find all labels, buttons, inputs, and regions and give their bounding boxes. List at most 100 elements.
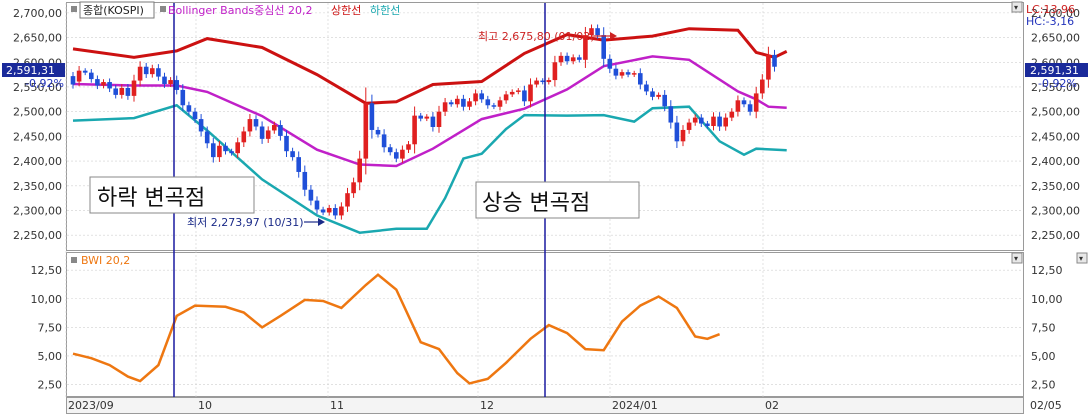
candle-body <box>82 70 88 73</box>
candle-body <box>699 117 704 124</box>
candle-body <box>284 135 289 152</box>
price-tick-left: 2,250,00 <box>13 229 62 242</box>
bwi-tick-left: 2,50 <box>38 379 63 392</box>
candle-body <box>753 93 759 112</box>
candle-body <box>247 119 253 132</box>
candle-body <box>119 87 125 95</box>
candle-body <box>674 122 680 142</box>
menu-arrow-icon: ▾ <box>1014 254 1018 263</box>
candle-body <box>278 125 283 136</box>
candle-body <box>747 104 753 112</box>
up-inflection-box <box>475 181 640 219</box>
candle-body <box>461 98 466 107</box>
candle-body <box>613 68 619 76</box>
x-tick-label: 02 <box>765 399 779 412</box>
price-tick-right: 2,300,00 <box>1031 204 1080 217</box>
candle-body <box>308 189 314 201</box>
price-tag-right <box>1025 63 1088 77</box>
candle-body <box>766 54 771 80</box>
price-tick-right: 2,650,00 <box>1031 32 1080 45</box>
candle-body <box>363 103 369 159</box>
candle-body <box>442 102 448 112</box>
lc-readout: LC:13,96 <box>1026 3 1075 16</box>
candle-body <box>351 182 356 194</box>
candle-body <box>552 62 558 81</box>
candle-body <box>290 151 295 158</box>
bwi-tick-right: 10,00 <box>1031 293 1063 306</box>
bwi-panel-menu-button[interactable] <box>1011 252 1023 264</box>
bwi-tick-left: 5,00 <box>38 350 63 363</box>
candle-body <box>509 91 515 95</box>
bwi-tick-right: 7,50 <box>1031 321 1056 334</box>
candle-body <box>528 84 533 102</box>
price-tick-right: 2,250,00 <box>1031 229 1080 242</box>
candle-body <box>168 80 173 85</box>
candle-body <box>467 101 472 107</box>
candle-body <box>174 80 179 90</box>
x-tick-label: 02/05 <box>1030 399 1062 412</box>
candle-body <box>314 200 320 210</box>
candle-body <box>357 158 362 183</box>
down-inflection-label: 하락 변곡점 <box>97 186 205 211</box>
candle-body <box>430 116 436 127</box>
candle-body <box>204 131 210 144</box>
candle-body <box>211 143 216 158</box>
max-annotation: 최고 2,675,80 (01/02) <box>478 30 595 43</box>
candle-body <box>601 35 606 59</box>
down-inflection-box <box>89 176 255 214</box>
price-tick-left: 2,400,00 <box>13 155 62 168</box>
candle-body <box>631 73 637 75</box>
candle-body <box>729 111 735 118</box>
min-annotation: 최저 2,273,97 (10/31) <box>187 216 304 229</box>
candle-body <box>668 106 674 123</box>
price-tag-left <box>2 63 65 77</box>
candle-body <box>131 80 137 96</box>
candle-body <box>564 55 570 62</box>
candle-body <box>241 131 247 143</box>
candle-body <box>156 68 161 77</box>
candle-body <box>418 115 423 119</box>
candle-body <box>113 88 118 95</box>
bwi-tick-left: 7,50 <box>38 321 63 334</box>
up-inflection-label: 상승 변곡점 <box>482 191 590 216</box>
candle-body <box>406 144 411 150</box>
x-tick-label: 2024/01 <box>612 399 658 412</box>
candle-body <box>192 111 198 120</box>
change-tag-right: -0,92% <box>1038 77 1077 90</box>
price-panel-menu-button[interactable] <box>1011 1 1023 13</box>
price-tick-right: 2,550,00 <box>1031 81 1080 94</box>
candle-body <box>150 68 155 75</box>
candle-body <box>326 208 332 213</box>
candle-body <box>424 116 430 119</box>
legend-main-box[interactable] <box>79 1 155 19</box>
candle-body <box>680 129 686 142</box>
candle-body <box>400 149 405 159</box>
candle-body <box>394 152 399 159</box>
candle-body <box>345 193 350 207</box>
candle-body <box>253 119 259 127</box>
x-tick-label: 11 <box>330 399 344 412</box>
right-axis-menu-button[interactable] <box>1076 252 1088 264</box>
candle-body <box>503 94 509 101</box>
price-tick-left: 2,500,00 <box>13 106 62 119</box>
x-tick-label: 2023/09 <box>68 399 114 412</box>
candle-body <box>705 123 710 127</box>
legend-bb: Bollinger Bands중심선 20,2 <box>168 4 313 17</box>
candle-body <box>644 84 649 92</box>
middle-band-line <box>72 55 787 168</box>
legend-upper: 상한선 <box>331 4 361 17</box>
candle-body <box>497 100 503 107</box>
legend-marker-bb <box>160 6 166 12</box>
candle-body <box>558 55 564 63</box>
price-tag-left-text: 2,591,31 <box>6 64 55 77</box>
candle-body <box>186 105 192 112</box>
legend-lower: 하한선 <box>370 3 400 17</box>
candle-body <box>436 111 442 127</box>
x-tick-label: 10 <box>198 399 212 412</box>
candle-body <box>320 209 326 213</box>
candle-body <box>125 87 131 96</box>
candle-body <box>577 57 582 60</box>
bwi-tick-right: 2,50 <box>1031 379 1056 392</box>
x-axis-bar <box>66 397 1024 414</box>
candle-body <box>625 72 631 75</box>
